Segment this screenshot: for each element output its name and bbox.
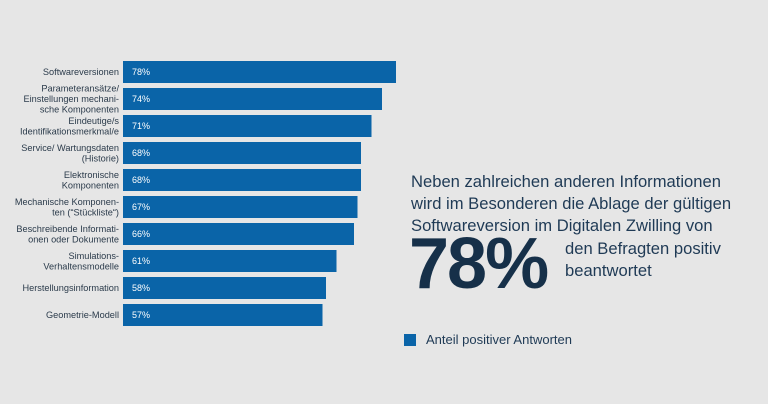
legend-label: Anteil positiver Antworten: [426, 332, 572, 347]
bar: [123, 142, 361, 164]
bar-value-label: 66%: [132, 229, 150, 239]
bar-value-label: 68%: [132, 148, 150, 158]
bar-value-label: 61%: [132, 256, 150, 266]
bar: [123, 196, 358, 218]
category-label: Service/ Wartungsdaten (Historie): [21, 143, 119, 164]
legend: Anteil positiver Antworten: [404, 332, 572, 347]
bar: [123, 250, 337, 272]
category-label: Geometrie-Modell: [46, 310, 119, 320]
bar: [123, 304, 323, 326]
highlight-caption: den Befragten positiv beantwortet: [565, 239, 721, 280]
bar-value-label: 71%: [132, 121, 150, 131]
bar-value-label: 68%: [132, 175, 150, 185]
bar-value-label: 67%: [132, 202, 150, 212]
annotation-headline: Neben zahlreichen anderen Informationen …: [411, 172, 732, 235]
legend-swatch: [404, 333, 416, 346]
bar: [123, 169, 361, 191]
bar: [123, 115, 372, 137]
bar: [123, 277, 326, 299]
bar-value-label: 78%: [132, 67, 150, 77]
category-label: Elektronische Komponenten: [62, 170, 119, 191]
bar-value-label: 74%: [132, 94, 150, 104]
highlight-percentage: 78%: [409, 224, 549, 304]
bar: [123, 88, 382, 110]
category-label: Eindeutige/s Identifikationsmerkmal/e: [20, 116, 119, 137]
category-label: Softwareversionen: [43, 67, 119, 77]
category-label: Mechanische Komponen-ten (“Stückliste“): [15, 197, 119, 218]
bar: [123, 223, 354, 245]
bar-value-label: 58%: [132, 283, 150, 293]
category-label: Parameteransätze/Einstellungen mechani-s…: [23, 84, 119, 115]
category-label: Beschreibende Informati-onen oder Dokume…: [16, 224, 119, 245]
bar-chart: 78% Softwareversionen 74% Parameteransätze/…: [15, 61, 396, 326]
bar: [123, 61, 396, 83]
category-label: Herstellungsinformation: [22, 283, 119, 293]
category-label: Simulations-Verhaltensmodelle: [43, 251, 119, 272]
bar-value-label: 57%: [132, 310, 150, 320]
